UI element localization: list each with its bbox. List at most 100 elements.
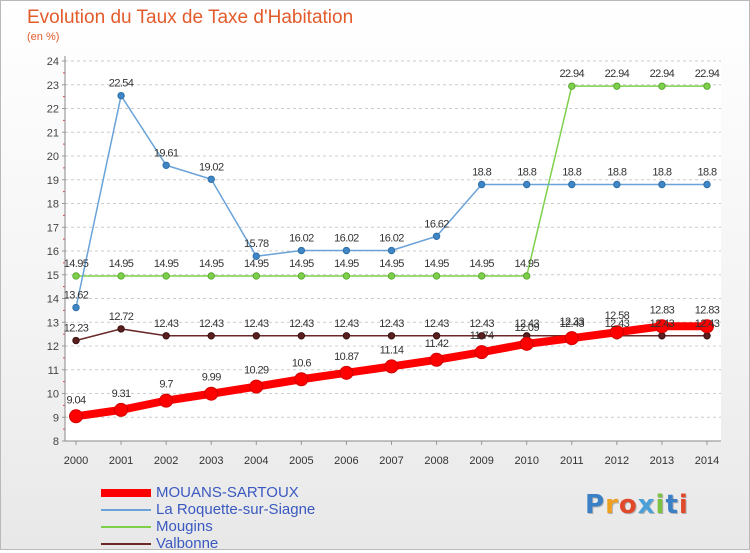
legend-swatch [101,489,151,497]
data-point [432,232,441,240]
x-tick-label: 2007 [379,455,403,467]
data-label: 19.61 [154,147,179,159]
data-label: 9.99 [202,372,221,384]
data-label: 14.95 [514,258,539,270]
data-label: 22.94 [605,68,630,80]
data-point [72,272,80,280]
data-label: 12.72 [109,311,134,323]
chart-title: Evolution du Taux de Taxe d'Habitation [27,7,354,28]
y-tick-label: 15 [47,270,59,282]
y-tick-label: 12 [47,341,59,353]
x-tick-label: 2004 [244,455,268,467]
x-tick-label: 2006 [334,455,358,467]
data-label: 22.94 [695,68,720,80]
data-label: 12.43 [695,318,720,330]
data-label: 16.62 [424,218,449,230]
y-tick-label: 8 [53,436,59,448]
data-point [432,332,441,340]
data-label: 12.43 [560,318,585,330]
data-label: 18.8 [472,167,491,179]
data-label: 14.95 [469,258,494,270]
data-label: 14.95 [109,258,134,270]
data-point [703,82,711,90]
data-point [204,386,219,401]
data-point [114,402,129,417]
data-label: 22.94 [560,68,585,80]
data-point [658,180,666,189]
data-point [162,161,170,169]
x-tick-label: 2010 [514,455,538,467]
data-label: 14.95 [64,258,89,270]
data-label: 14.95 [289,258,314,270]
x-tick-label: 2014 [695,455,719,467]
logo-letter: P [585,490,606,520]
legend-label: Valbonne [156,535,219,552]
data-point [72,303,80,312]
data-label: 10.87 [334,351,359,363]
data-point [523,272,531,280]
data-label: 12.83 [695,304,720,316]
data-label: 10.6 [292,357,311,369]
data-label: 13.62 [64,290,89,302]
data-point [568,180,576,189]
data-point [519,336,534,351]
y-tick-label: 22 [47,104,59,116]
data-label: 10.29 [244,365,269,377]
y-tick-label: 21 [47,127,59,139]
data-point [297,272,306,280]
y-tick-label: 14 [47,294,59,306]
data-point [700,319,714,334]
data-point [474,345,489,360]
x-tick-label: 2000 [64,455,88,467]
data-label: 11.14 [380,344,404,356]
data-point [294,372,309,387]
data-point [523,180,531,189]
data-point [207,272,215,280]
data-point [432,272,441,280]
logo-letter: i [678,490,689,520]
x-tick-label: 2003 [199,455,223,467]
data-labels-3: 12.23 12.72 12.43 12.43 12.43 12.43 12.43 12.43… [64,311,721,335]
y-tick-label: 20 [47,151,59,163]
x-tick-label: 2008 [424,455,448,467]
data-label: 14.95 [154,258,179,270]
data-label: 11.74 [470,330,494,342]
data-point [342,246,351,255]
data-label: 12.43 [514,318,539,330]
data-label: 19.02 [199,161,224,173]
y-tick-label: 24 [47,56,59,68]
y-tick-label: 23 [47,80,59,92]
data-label: 14.95 [199,258,224,270]
data-point [703,180,711,189]
y-tick-label: 13 [47,317,59,329]
data-point [69,409,83,424]
data-point [564,331,579,346]
data-label: 12.43 [154,318,179,330]
data-label: 12.43 [650,318,675,330]
data-label: 12.43 [379,318,404,330]
data-point [252,332,260,340]
data-point [613,82,621,90]
data-label: 12.43 [244,318,269,330]
logo-letter: t [665,490,679,520]
y-tick-label: 10 [47,389,59,401]
data-labels-1: 13.62 22.54 19.61 19.02 15.78 16.02 16.02 16.02… [64,78,718,302]
data-label: 12.23 [64,323,89,335]
data-label: 16.02 [334,233,359,245]
data-point [429,352,444,367]
data-label: 18.8 [697,167,716,179]
y-tick-label: 11 [48,365,59,377]
data-point [658,332,666,340]
data-label: 12.33 [560,316,585,328]
data-point [342,332,351,340]
x-tick-label: 2012 [605,455,629,467]
data-label: 12.43 [469,318,494,330]
logo-letter: r [605,490,619,520]
data-point [387,332,396,340]
data-label: 18.8 [652,167,671,179]
data-label: 11.42 [425,338,449,350]
grid: 8 9 10 11 12 13 14 15 16 17 18 19 20 21 22 23 24 2000 2001… [47,56,721,467]
data-label: 12.43 [289,318,314,330]
data-point [297,332,306,340]
